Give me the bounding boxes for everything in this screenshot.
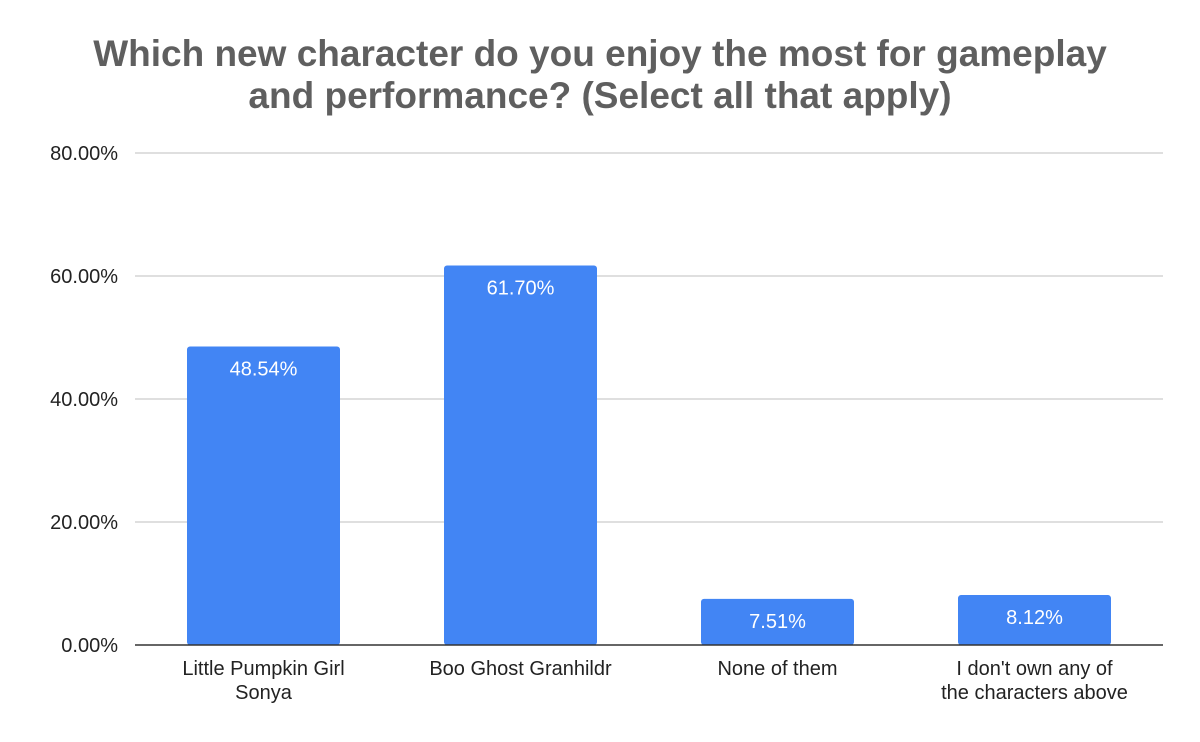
data-label: 8.12% bbox=[1006, 607, 1063, 629]
y-tick-label: 80.00% bbox=[50, 143, 118, 165]
chart-title-line-1: Which new character do you enjoy the mos… bbox=[93, 33, 1107, 74]
data-label: 61.70% bbox=[487, 278, 555, 300]
x-tick-label: the characters above bbox=[941, 682, 1128, 704]
y-tick-label: 20.00% bbox=[50, 512, 118, 534]
x-tick-label: None of them bbox=[717, 658, 837, 680]
x-tick-label: Little Pumpkin Girl bbox=[182, 658, 344, 680]
labels: 0.00% 20.00% 40.00% 60.00% 80.00% 48.54% Littl… bbox=[50, 143, 1128, 704]
data-label: 7.51% bbox=[749, 611, 806, 633]
bars bbox=[187, 265, 1111, 645]
chart-title-line-2: and performance? (Select all that apply) bbox=[248, 75, 952, 116]
x-tick-label: I don't own any of bbox=[956, 658, 1113, 680]
bar bbox=[444, 265, 597, 645]
y-tick-label: 0.00% bbox=[61, 635, 118, 657]
data-label: 48.54% bbox=[230, 358, 298, 380]
bar bbox=[187, 346, 340, 645]
bar bbox=[701, 598, 854, 645]
x-tick-label: Boo Ghost Granhildr bbox=[429, 658, 612, 680]
y-tick-label: 60.00% bbox=[50, 266, 118, 288]
chart-title: Which new character do you enjoy the mos… bbox=[0, 33, 1200, 117]
bar bbox=[958, 595, 1111, 645]
x-tick-label: Sonya bbox=[235, 682, 293, 704]
y-tick-label: 40.00% bbox=[50, 389, 118, 411]
